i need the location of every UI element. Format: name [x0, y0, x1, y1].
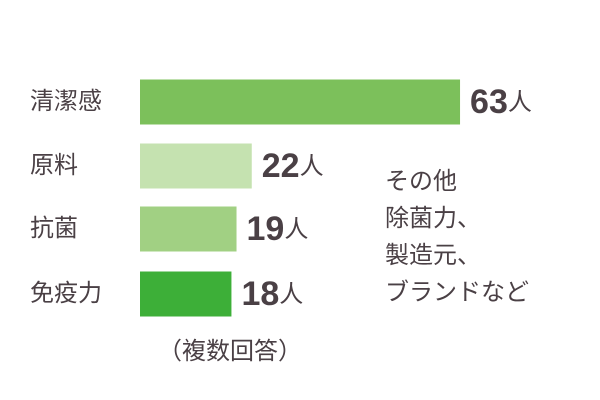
bar [140, 143, 252, 189]
bar [140, 271, 232, 317]
annotation: その他 [385, 167, 457, 195]
annotation: ブランドなど [385, 278, 529, 306]
category-label: 抗菌 [30, 214, 78, 242]
bar [140, 206, 237, 252]
value-label: 19人 [247, 210, 309, 248]
category-label: 免疫力 [30, 279, 102, 307]
value-label: 18人 [241, 275, 303, 313]
category-label: 原料 [30, 151, 78, 179]
annotation: 除菌力、 [385, 204, 481, 232]
annotation: 製造元、 [385, 241, 481, 269]
note: （複数回答） [158, 337, 302, 365]
category-label: 清潔感 [30, 87, 102, 115]
bar [140, 79, 461, 125]
value-label: 22人 [262, 147, 324, 185]
value-label: 63人 [470, 83, 532, 121]
